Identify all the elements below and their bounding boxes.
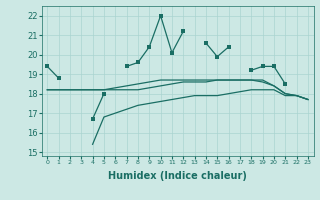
X-axis label: Humidex (Indice chaleur): Humidex (Indice chaleur): [108, 171, 247, 181]
